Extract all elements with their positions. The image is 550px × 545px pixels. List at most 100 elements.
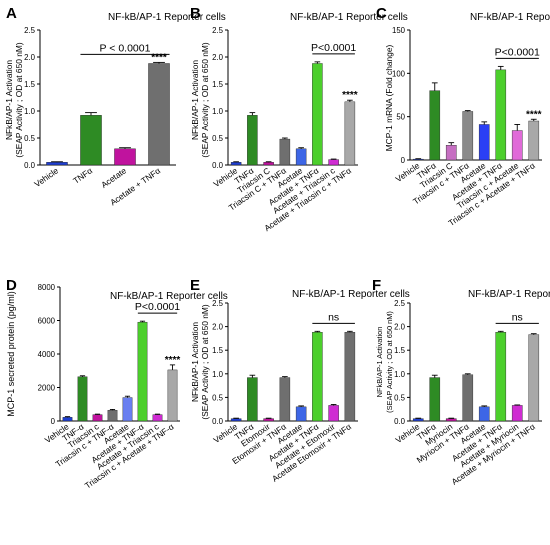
y-axis-label: MCP-1 secreted protein (pg/ml) <box>6 291 16 417</box>
bar <box>495 332 507 422</box>
y-tick-label: 8000 <box>38 283 56 292</box>
bar <box>247 115 258 166</box>
bar <box>295 148 307 166</box>
y-axis-label-line: (SEAP Activity ; OD at 650 nM) <box>200 304 210 419</box>
bar <box>445 145 457 161</box>
bar <box>92 414 103 422</box>
y-axis-label-line: (SEAP Activity ; OD at 650 nM) <box>200 42 210 157</box>
bar <box>62 417 73 422</box>
bar <box>279 377 291 422</box>
bar <box>263 418 274 422</box>
bar <box>148 63 170 166</box>
y-axis-label-line: NFkB/AP-1 Activation <box>190 322 200 402</box>
panel-f: F NF-kB/AP-1 Reporter cells NFkB/AP-1 Acti… <box>372 277 550 487</box>
y-tick-label: 0.0 <box>394 417 406 426</box>
y-tick-label: 4000 <box>38 350 56 359</box>
bar <box>328 405 339 422</box>
bar <box>344 332 356 422</box>
bar <box>445 418 457 422</box>
y-axis-label: NFkB/AP-1 Activation(SEAP Activity ; OD … <box>190 304 210 419</box>
bar <box>312 63 323 166</box>
y-tick-label: 6000 <box>38 317 56 326</box>
y-tick-label: 0 <box>51 417 56 426</box>
bar <box>312 332 323 422</box>
bar <box>152 414 163 422</box>
bar <box>344 101 356 166</box>
y-axis-label: NFkB/AP-1 Activation(SEAP Activity ; OD … <box>375 311 394 413</box>
y-tick-label: 0.5 <box>24 134 36 143</box>
chart-title: NF-kB/AP-1 Reporter cells <box>110 291 228 302</box>
y-axis-label-line: (SEAP Activity ; OD at 650 nM) <box>14 42 24 157</box>
bar <box>114 148 136 166</box>
y-axis-label-line: MCP-1 secreted protein (pg/ml) <box>6 291 16 417</box>
y-tick-label: 2.5 <box>212 299 224 308</box>
chart-title: NF-kB/AP-1 Reporter cells <box>470 12 550 23</box>
chart-title: NF-kB/AP-1 Reporter cells <box>468 289 550 300</box>
y-axis-label: NFkB/AP-1 Activation(SEAP Activity ; OD … <box>4 42 24 157</box>
bar <box>230 418 242 422</box>
y-tick-label: 1.5 <box>212 80 224 89</box>
y-tick-label: 2.5 <box>394 299 406 308</box>
y-tick-label: 0 <box>401 156 406 165</box>
significance-stars: **** <box>151 52 167 63</box>
bar <box>46 162 68 166</box>
y-tick-label: 2.5 <box>24 26 36 35</box>
y-tick-label: 0.5 <box>394 393 406 402</box>
panel-letter: A <box>6 5 17 22</box>
bar <box>528 334 540 422</box>
significance-label: P < 0.0001 <box>100 42 151 54</box>
y-tick-label: 2.0 <box>394 323 406 332</box>
y-axis-label-line: MCP-1 mRNA (Fold change) <box>384 45 394 152</box>
significance-stars: **** <box>342 90 358 101</box>
significance-label: P<0.0001 <box>311 42 356 54</box>
bar <box>279 138 291 166</box>
significance-stars: **** <box>165 355 181 366</box>
significance-label: ns <box>328 311 339 323</box>
y-tick-label: 1.5 <box>212 346 224 355</box>
y-tick-label: 2000 <box>38 384 56 393</box>
y-tick-label: 2.0 <box>212 53 224 62</box>
y-tick-label: 1.0 <box>212 370 224 379</box>
significance-stars: **** <box>526 109 542 120</box>
y-axis-label: NFkB/AP-1 Activation(SEAP Activity ; OD … <box>190 42 210 157</box>
bar <box>122 397 133 422</box>
bar <box>429 90 441 161</box>
bar <box>478 124 490 161</box>
significance-label: P<0.0001 <box>495 46 540 58</box>
bar <box>462 374 474 422</box>
bar <box>429 377 441 422</box>
y-tick-label: 1.0 <box>24 107 36 116</box>
significance-label: P<0.0001 <box>135 301 180 313</box>
panel-b: B NF-kB/AP-1 Reporter cells NFkB/AP-1 Acti… <box>190 5 408 233</box>
y-tick-label: 150 <box>392 26 406 35</box>
y-tick-label: 0.0 <box>212 417 224 426</box>
bar <box>107 410 118 422</box>
y-tick-label: 0.0 <box>24 161 36 170</box>
bar <box>167 369 178 422</box>
bar <box>511 130 523 161</box>
y-tick-label: 0.0 <box>212 161 224 170</box>
panel-letter: C <box>376 5 387 22</box>
bar <box>412 418 424 422</box>
y-axis-label-line: NFkB/AP-1 Activation <box>4 60 14 140</box>
bar <box>230 162 242 166</box>
panel-letter: F <box>372 277 381 294</box>
y-tick-label: 0.5 <box>212 393 224 402</box>
y-tick-label: 2.0 <box>24 53 36 62</box>
y-tick-label: 100 <box>392 69 406 78</box>
panel-e: E NF-kB/AP-1 Reporter cells NFkB/AP-1 Acti… <box>190 277 410 484</box>
panel-c: C NF-kB/AP-1 Reporter cells MCP-1 mRNA (Fo… <box>376 5 550 228</box>
bar <box>478 406 490 422</box>
bar <box>80 115 102 166</box>
bar <box>495 69 507 161</box>
category-label: Acetate <box>99 165 128 190</box>
bar <box>511 405 523 422</box>
bar <box>137 321 148 422</box>
y-axis-label-line: NFkB/AP-1 Activation <box>375 327 384 398</box>
significance-label: ns <box>512 311 523 323</box>
y-tick-label: 2.5 <box>212 26 224 35</box>
y-tick-label: 1.0 <box>394 370 406 379</box>
bar <box>247 377 258 422</box>
bar <box>412 158 424 161</box>
